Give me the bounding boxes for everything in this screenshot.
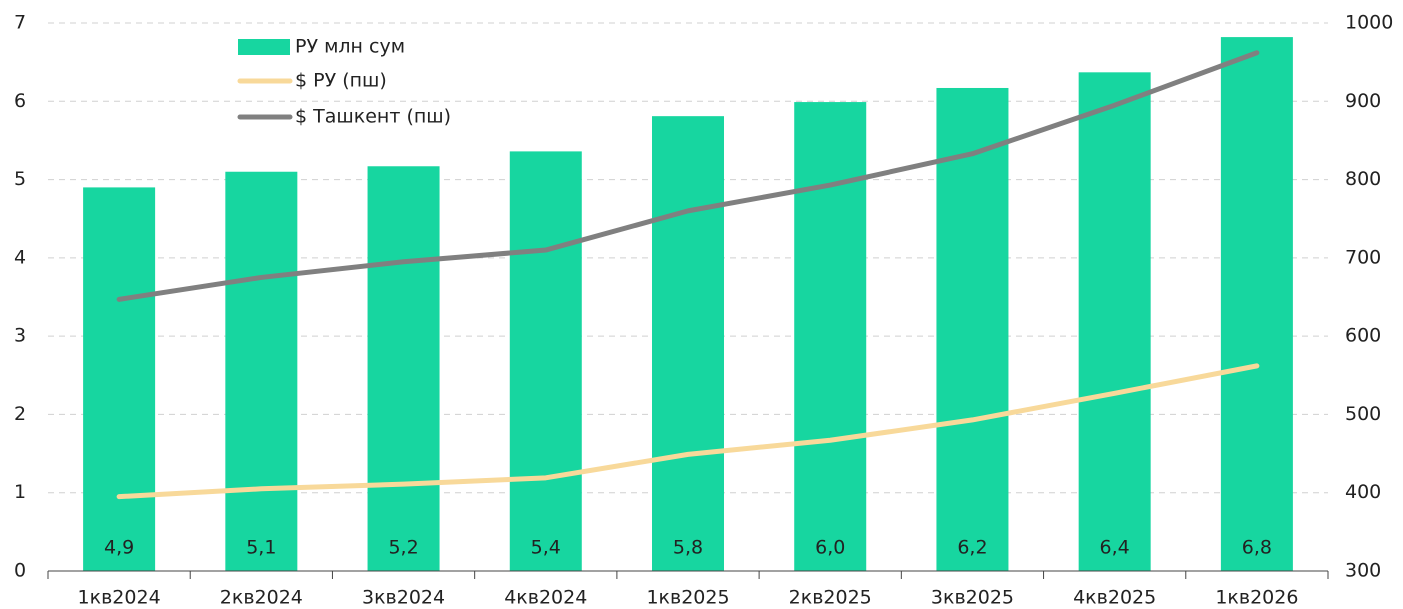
y-tick-label: 3 bbox=[14, 325, 26, 347]
data-label: 6,8 bbox=[1242, 537, 1272, 559]
y2-tick-label: 800 bbox=[1345, 168, 1381, 190]
y2-tick-label: 900 bbox=[1345, 90, 1381, 112]
x-tick-label: 2кв2024 bbox=[220, 587, 303, 609]
x-tick-label: 3кв2024 bbox=[362, 587, 445, 609]
legend-label: $ Ташкент (пш) bbox=[295, 106, 451, 128]
y-tick-label: 7 bbox=[14, 12, 26, 34]
line bbox=[116, 50, 1260, 302]
y-tick-label: 1 bbox=[14, 481, 26, 503]
legend-swatch bbox=[238, 39, 290, 55]
x-tick-label: 2кв2025 bbox=[789, 587, 872, 609]
data-label: 5,8 bbox=[673, 537, 703, 559]
bar bbox=[1078, 72, 1151, 571]
y-tick-label: 4 bbox=[14, 246, 26, 268]
bar bbox=[1220, 37, 1293, 571]
data-label: 5,4 bbox=[531, 537, 561, 559]
legend-label: $ РУ (пш) bbox=[295, 70, 387, 92]
bar bbox=[794, 102, 867, 571]
data-label: 6,4 bbox=[1100, 537, 1130, 559]
y-tick-label: 6 bbox=[14, 90, 26, 112]
y2-tick-label: 400 bbox=[1345, 481, 1381, 503]
x-tick-label: 4кв2025 bbox=[1073, 587, 1156, 609]
bar bbox=[652, 116, 724, 571]
y-tick-label: 0 bbox=[14, 560, 26, 582]
bar bbox=[367, 166, 440, 571]
data-label: 5,1 bbox=[246, 537, 276, 559]
x-tick-label: 4кв2024 bbox=[504, 587, 587, 609]
x-tick-label: 1кв2024 bbox=[78, 587, 161, 609]
data-label: 5,2 bbox=[388, 537, 418, 559]
bar bbox=[225, 171, 298, 571]
y2-tick-label: 1000 bbox=[1345, 12, 1393, 34]
y2-tick-label: 500 bbox=[1345, 403, 1381, 425]
y2-tick-label: 300 bbox=[1345, 560, 1381, 582]
y2-tick-label: 600 bbox=[1345, 325, 1381, 347]
bar bbox=[83, 187, 156, 571]
bar bbox=[509, 151, 582, 572]
data-label: 6,2 bbox=[957, 537, 987, 559]
x-tick-label: 3кв2025 bbox=[931, 587, 1014, 609]
legend-label: РУ млн сум bbox=[295, 36, 405, 58]
y-tick-label: 5 bbox=[14, 168, 26, 190]
y2-tick-label: 700 bbox=[1345, 246, 1381, 268]
y-tick-label: 2 bbox=[14, 403, 26, 425]
data-label: 4,9 bbox=[104, 537, 134, 559]
data-label: 6,0 bbox=[815, 537, 845, 559]
line bbox=[116, 363, 1260, 500]
x-tick-label: 1кв2026 bbox=[1215, 587, 1298, 609]
x-tick-label: 1кв2025 bbox=[646, 587, 729, 609]
bar bbox=[936, 87, 1009, 571]
